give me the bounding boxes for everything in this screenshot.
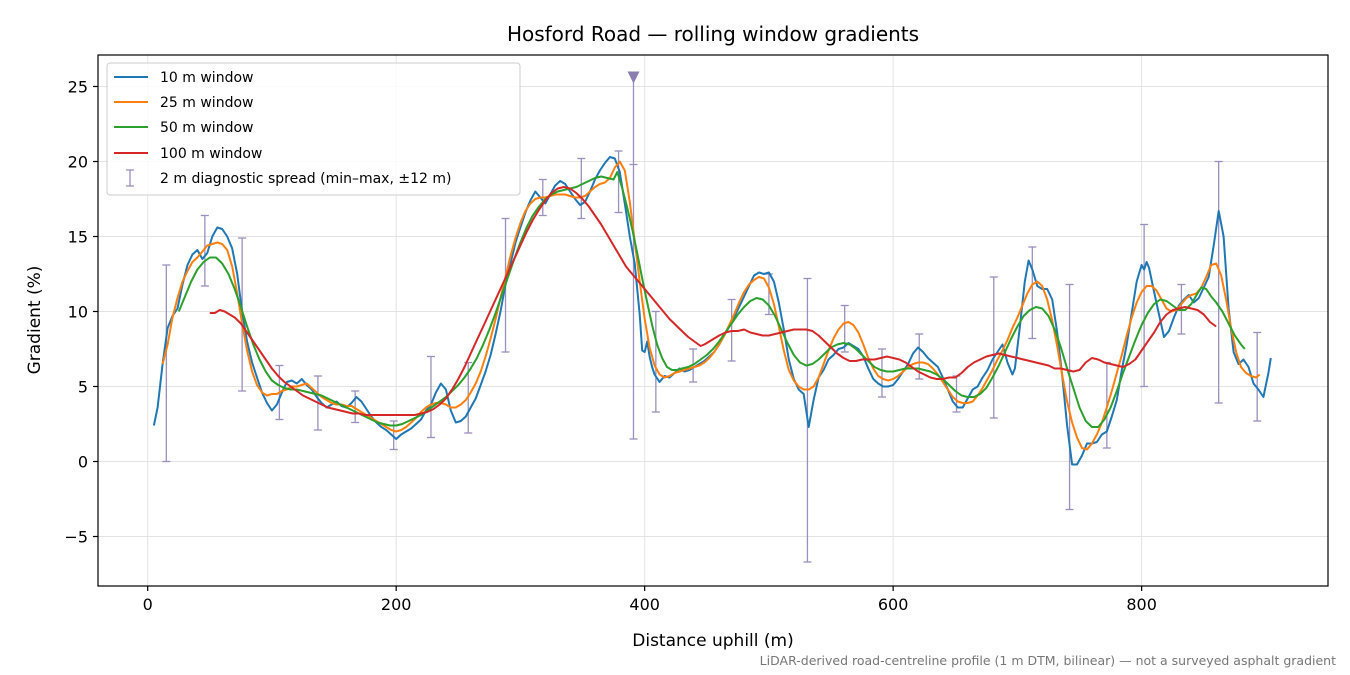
y-tick-label: 25 <box>68 78 88 97</box>
y-tick-label: 20 <box>68 153 88 172</box>
series-line-25-m-window <box>161 160 1261 451</box>
x-tick-label: 800 <box>1126 595 1157 614</box>
x-tick-label: 200 <box>381 595 412 614</box>
y-tick-label: 10 <box>68 303 88 322</box>
chart-title: Hosford Road — rolling window gradients <box>507 22 919 46</box>
spread-bar <box>1028 246 1037 340</box>
legend: 10 m window 25 m window 50 m window 100 … <box>106 62 521 196</box>
plot-frame <box>97 54 1329 587</box>
axis-ticks: 0 200 400 600 800 −5 0 5 10 15 20 25 <box>64 78 1157 615</box>
y-tick-label: 5 <box>78 378 88 397</box>
spread-bar <box>162 264 171 463</box>
legend-swatch-spread <box>126 169 134 187</box>
y-tick-label: 0 <box>78 453 88 472</box>
legend-box <box>106 62 521 196</box>
x-axis-label: Distance uphill (m) <box>632 631 793 651</box>
spread-bar <box>577 157 586 220</box>
y-tick-label: −5 <box>64 528 88 547</box>
x-tick-label: 400 <box>629 595 660 614</box>
x-tick-label: 600 <box>878 595 909 614</box>
legend-label-spread: 2 m diagnostic spread (min–max, ±12 m) <box>160 171 451 187</box>
y-axis-label: Gradient (%) <box>25 266 45 375</box>
spread-bar <box>200 214 209 287</box>
spread-bar <box>1214 160 1223 404</box>
x-tick-label: 0 <box>143 595 153 614</box>
spread-bar <box>1140 223 1149 388</box>
spread-bar <box>989 276 998 419</box>
footnote: LiDAR-derived road-centreline profile (1… <box>760 653 1336 668</box>
legend-label-25m: 25 m window <box>160 95 253 111</box>
spread-bar <box>651 310 660 413</box>
spread-bar <box>426 355 435 439</box>
legend-label-100m: 100 m window <box>160 146 262 162</box>
spread-bar <box>614 150 623 214</box>
spread-clipped-marker <box>627 71 640 84</box>
y-tick-label: 15 <box>68 228 88 247</box>
series-lines <box>152 156 1272 466</box>
legend-label-50m: 50 m window <box>160 120 253 136</box>
legend-label-10m: 10 m window <box>160 70 253 86</box>
series-line-100-m-window <box>209 186 1217 416</box>
spread-bar <box>1065 283 1074 511</box>
spread-bar <box>351 390 360 424</box>
